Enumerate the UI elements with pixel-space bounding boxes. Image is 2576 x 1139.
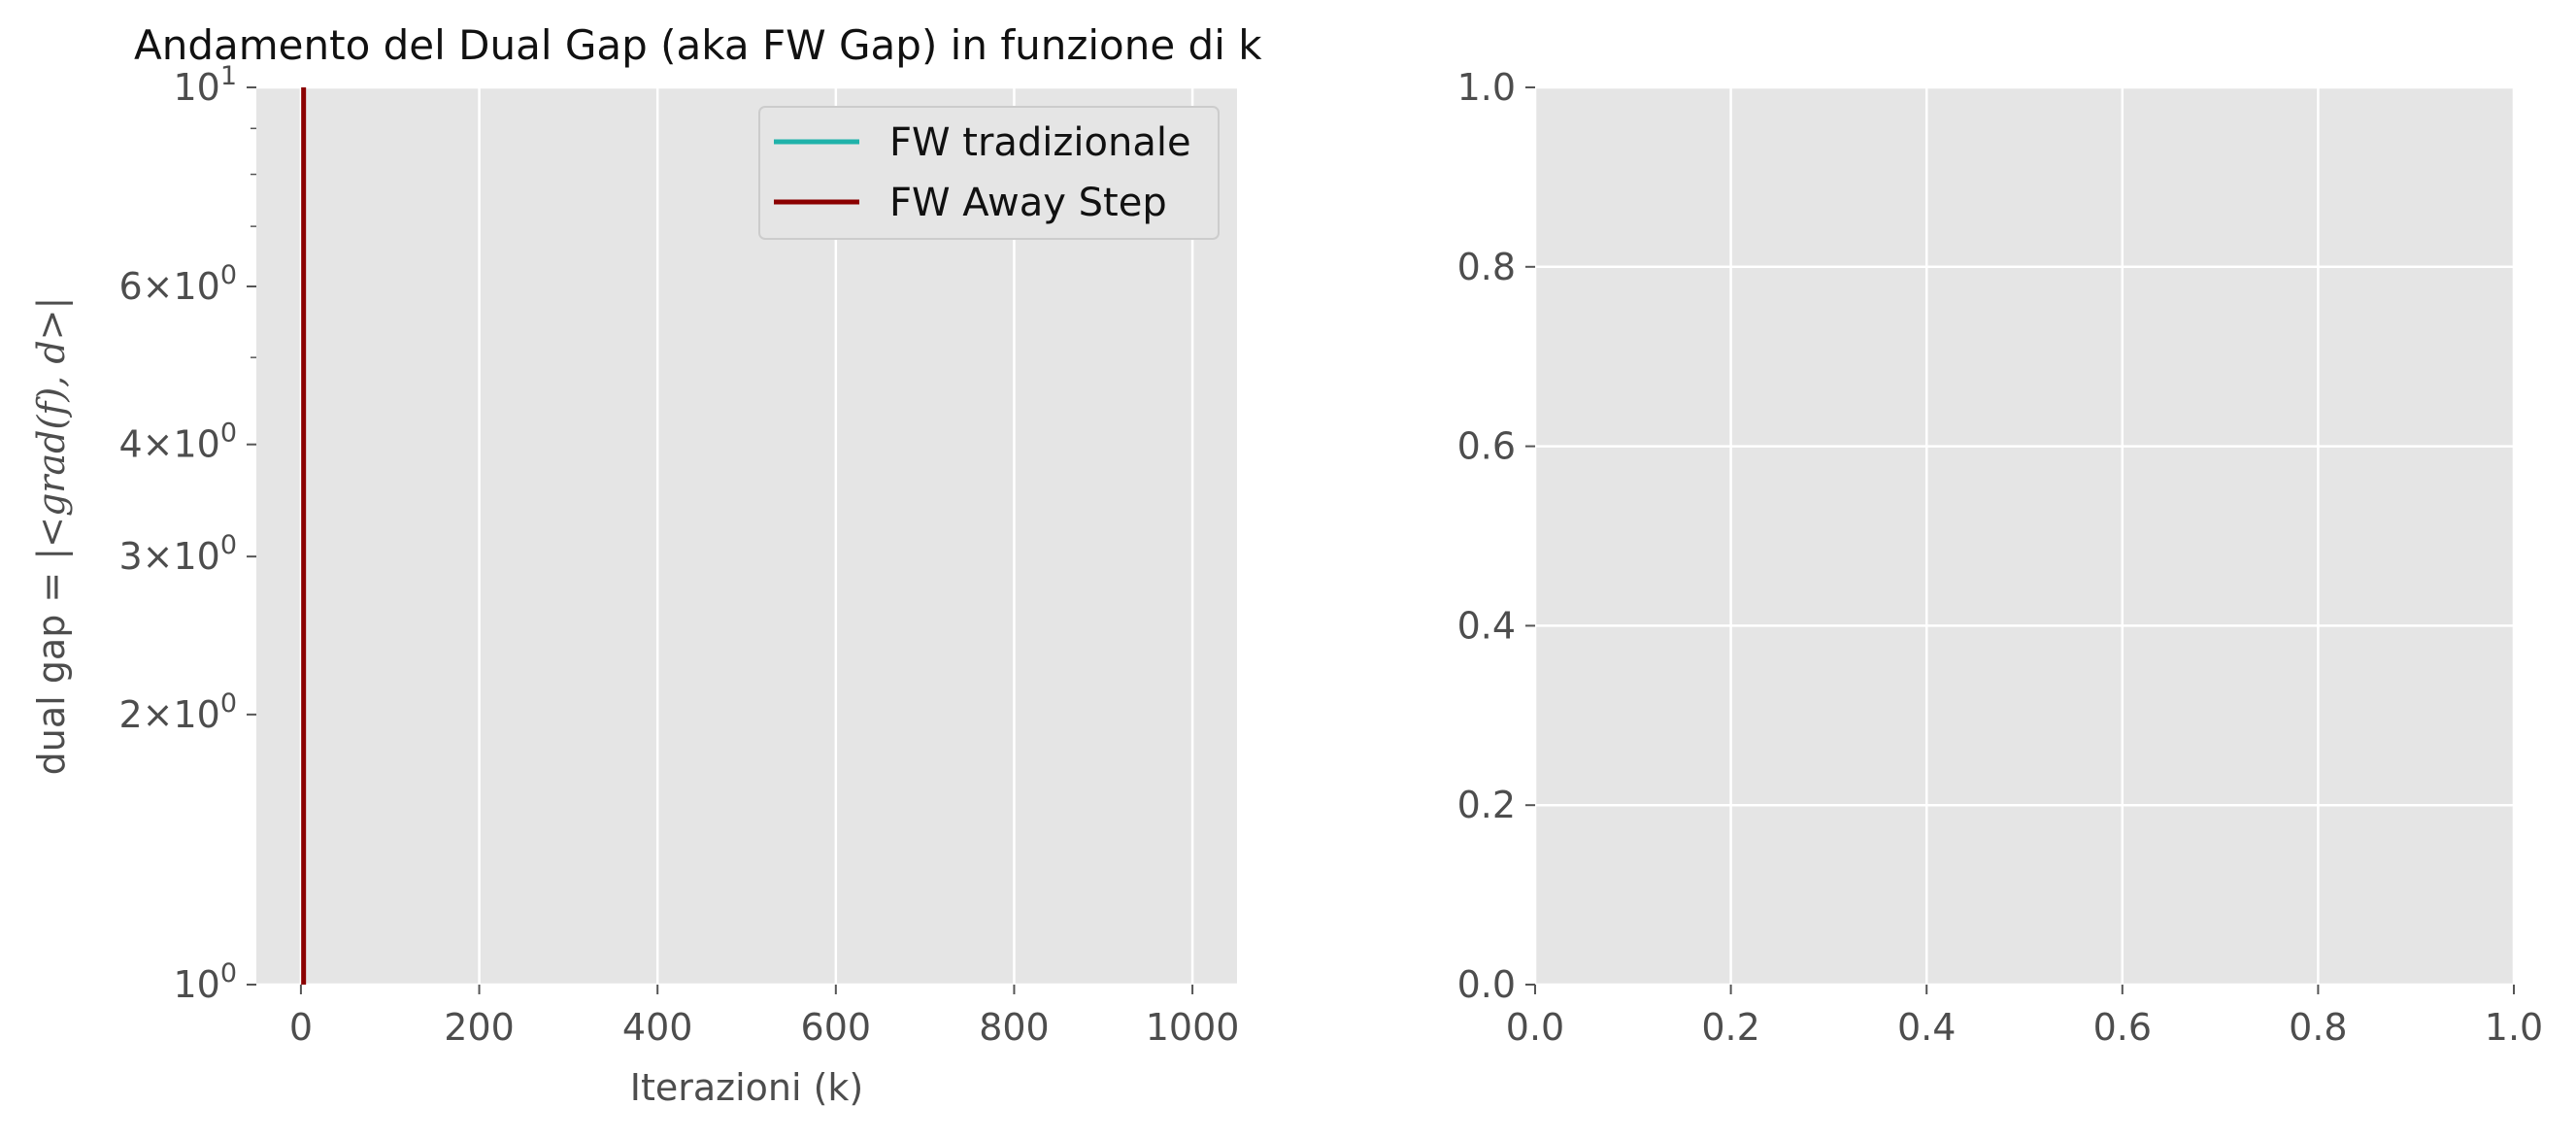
- left-x-tick-label: 400: [622, 1006, 693, 1049]
- right-y-tick-label: 0.8: [1457, 246, 1516, 288]
- legend-label-fw-tradizionale: FW tradizionale: [889, 120, 1191, 165]
- left-x-tick-label: 1000: [1146, 1006, 1240, 1049]
- legend-label-fw-away-step: FW Away Step: [889, 181, 1167, 225]
- legend: FW tradizionale FW Away Step: [758, 106, 1220, 240]
- right-x-tick-label: 0.0: [1506, 1006, 1564, 1049]
- legend-box: [758, 106, 1220, 240]
- left-x-tick-label: 800: [979, 1006, 1050, 1049]
- left-x-tick-label: 0: [289, 1006, 313, 1049]
- left-y-ticks: 100 2×100 3×100 4×100 6×100 101: [118, 61, 256, 1006]
- left-x-tick-label: 200: [444, 1006, 515, 1049]
- left-y-tick-label: 100: [173, 958, 237, 1006]
- right-x-tick-label: 1.0: [2485, 1006, 2543, 1049]
- left-x-axis-label: Iterazioni (k): [630, 1066, 864, 1109]
- right-x-tick-label: 0.2: [1701, 1006, 1759, 1049]
- left-y-tick-label: 2×100: [118, 688, 237, 736]
- right-x-tick-label: 0.8: [2289, 1006, 2347, 1049]
- right-x-tick-label: 0.6: [2093, 1006, 2152, 1049]
- left-x-tick-label: 600: [801, 1006, 872, 1049]
- left-axes: 0 200 400 600 800 1000 100 2×100 3×100 4×100 6×10…: [30, 21, 1262, 1109]
- left-y-tick-label: 4×100: [118, 419, 237, 466]
- right-x-tick-label: 0.4: [1897, 1006, 1956, 1049]
- right-gridlines: [1533, 85, 2516, 987]
- right-x-ticks: 0.0 0.2 0.4 0.6 0.8 1.0: [1506, 985, 2543, 1049]
- right-y-tick-label: 0.2: [1457, 784, 1516, 826]
- left-x-ticks: 0 200 400 600 800 1000: [289, 985, 1240, 1049]
- right-plot-area: [1535, 87, 2514, 985]
- right-y-tick-label: 0.6: [1457, 425, 1516, 468]
- right-y-tick-label: 1.0: [1457, 66, 1516, 109]
- left-chart-title: Andamento del Dual Gap (aka FW Gap) in f…: [134, 21, 1262, 69]
- right-y-tick-label: 0.4: [1457, 604, 1516, 647]
- right-y-tick-label: 0.0: [1457, 963, 1516, 1006]
- left-y-tick-label: 6×100: [118, 260, 237, 308]
- right-y-ticks: 0.0 0.2 0.4 0.6 0.8 1.0: [1457, 66, 1535, 1006]
- right-axes: 0.0 0.2 0.4 0.6 0.8 1.0 0.0 0.2 0.4 0.6 0.8 1.0: [1457, 66, 2544, 1049]
- left-y-axis-label: dual gap = |<grad(f), d>|: [30, 297, 73, 776]
- left-y-tick-label: 3×100: [118, 530, 237, 578]
- left-y-tick-label: 101: [173, 61, 237, 109]
